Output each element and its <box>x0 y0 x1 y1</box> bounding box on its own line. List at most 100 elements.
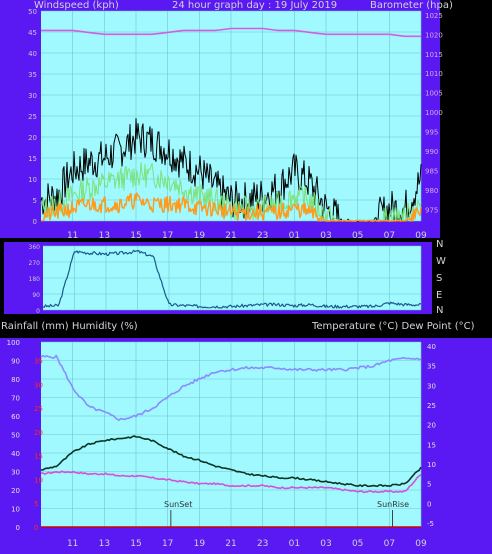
y-left-tick: 50 <box>28 8 37 16</box>
temperature-humidity-chart: 010203040506070809010005101520253035-505… <box>7 339 436 549</box>
x-tick-label: 03 <box>320 231 331 241</box>
y-left-red-tick: 25 <box>34 405 43 413</box>
y-right-tick: 25 <box>427 402 436 410</box>
x-tick-label: 19 <box>194 231 206 241</box>
y-left-tick: 60 <box>11 413 20 421</box>
x-tick-label: 09 <box>415 539 427 549</box>
x-tick-label: 11 <box>67 231 78 241</box>
y-right-tick: 5 <box>427 481 431 489</box>
x-tick-label: 23 <box>257 539 268 549</box>
y-left-tick: 100 <box>7 339 20 347</box>
wind-barometer-chart: 0510152025303540455097598098599099510001… <box>28 8 443 241</box>
x-tick-label: 17 <box>162 231 173 241</box>
y-right-tick: 40 <box>427 343 436 351</box>
humidity-line <box>40 354 422 421</box>
x-tick-label: 03 <box>320 539 331 549</box>
wind-lull-line <box>40 192 422 222</box>
dir-label-n-top: N <box>436 239 444 250</box>
x-tick-label: 05 <box>352 539 363 549</box>
dir-label-w: W <box>436 256 446 267</box>
y-right-tick: -5 <box>427 520 434 528</box>
temperature-line <box>40 435 422 488</box>
y-left-red-tick: 5 <box>34 500 38 508</box>
x-tick-label: 15 <box>130 539 141 549</box>
y-right-tick: 15 <box>427 441 436 449</box>
y-left-tick: 5 <box>33 197 37 205</box>
y-left-red-tick: 15 <box>34 453 43 461</box>
chart-title: 24 hour graph day : 19 July 2019 <box>172 0 338 11</box>
y-right-tick: 995 <box>425 129 438 137</box>
y-left-tick: 45 <box>28 29 37 37</box>
y-left-red-tick: 35 <box>34 358 43 366</box>
y-right-tick: 990 <box>425 148 438 156</box>
barometer-line <box>41 27 421 38</box>
temp-dew-axis-title: Temperature (°C) Dew Point (°C) <box>312 321 475 332</box>
x-tick-label: 21 <box>225 231 236 241</box>
sunset-annotation: SunSet <box>164 500 193 509</box>
y-right-tick: 985 <box>425 167 438 175</box>
y-right-tick: 1015 <box>425 51 443 59</box>
y-right-tick: 30 <box>427 382 436 390</box>
x-tick-label: 05 <box>352 231 363 241</box>
y-left-tick: 360 <box>29 244 41 251</box>
x-tick-label: 15 <box>130 231 141 241</box>
y-left-tick: 25 <box>28 113 37 121</box>
wind-direction-line <box>42 249 422 309</box>
y-left-tick: 0 <box>33 218 37 226</box>
y-left-tick: 0 <box>36 308 40 315</box>
y-right-tick: 1005 <box>425 90 443 98</box>
y-right-tick: 20 <box>427 422 436 430</box>
y-left-tick: 35 <box>28 71 37 79</box>
y-right-tick: 975 <box>425 206 438 214</box>
y-left-tick: 30 <box>11 469 20 477</box>
y-right-tick: 0 <box>427 500 431 508</box>
y-left-tick: 20 <box>28 134 37 142</box>
y-right-tick: 1025 <box>425 12 443 20</box>
y-left-tick: 270 <box>29 260 41 267</box>
x-tick-label: 13 <box>99 539 110 549</box>
y-left-tick: 40 <box>11 450 20 458</box>
x-tick-label: 21 <box>225 539 236 549</box>
y-left-tick: 90 <box>11 358 20 366</box>
y-left-tick: 80 <box>11 376 20 384</box>
y-left-red-tick: 10 <box>34 476 43 484</box>
x-tick-label: 09 <box>415 231 427 241</box>
dir-label-s: S <box>436 273 443 284</box>
dir-label-n-bottom: N <box>436 305 444 316</box>
wind-axis-title: Windspeed (kph) <box>34 0 119 11</box>
y-left-tick: 10 <box>11 506 20 514</box>
y-left-tick: 10 <box>28 176 37 184</box>
y-right-tick: 1020 <box>425 31 443 39</box>
y-left-tick: 15 <box>28 155 37 163</box>
y-left-tick: 180 <box>29 276 41 283</box>
y-left-tick: 40 <box>28 50 37 58</box>
y-left-tick: 0 <box>16 524 20 532</box>
y-left-red-tick: 0 <box>34 524 38 532</box>
rain-humidity-axis-title: Rainfall (mm) Humidity (%) <box>1 321 138 332</box>
y-left-tick: 90 <box>32 292 40 299</box>
x-tick-label: 23 <box>257 231 268 241</box>
y-right-tick: 1000 <box>425 109 443 117</box>
x-tick-label: 07 <box>384 231 395 241</box>
dewpoint-line <box>40 470 422 494</box>
y-left-tick: 70 <box>11 395 20 403</box>
y-left-tick: 20 <box>11 487 20 495</box>
y-right-tick: 35 <box>427 363 436 371</box>
x-tick-label: 19 <box>194 539 206 549</box>
x-tick-label: 01 <box>289 539 300 549</box>
sunrise-annotation: SunRise <box>377 500 410 509</box>
wind-direction-chart: 0 90 180 270 360 <box>29 244 422 315</box>
barometer-axis-title: Barometer (hpa) <box>370 0 453 11</box>
x-tick-label: 11 <box>67 539 78 549</box>
y-left-tick: 50 <box>11 432 20 440</box>
y-left-red-tick: 30 <box>34 381 43 389</box>
y-left-red-tick: 20 <box>34 429 43 437</box>
x-tick-label: 07 <box>384 539 395 549</box>
dir-label-e: E <box>436 290 443 301</box>
y-left-tick: 30 <box>28 92 37 100</box>
y-right-tick: 980 <box>425 187 438 195</box>
x-tick-label: 17 <box>162 539 173 549</box>
x-tick-label: 13 <box>99 231 110 241</box>
x-tick-label: 01 <box>289 231 300 241</box>
